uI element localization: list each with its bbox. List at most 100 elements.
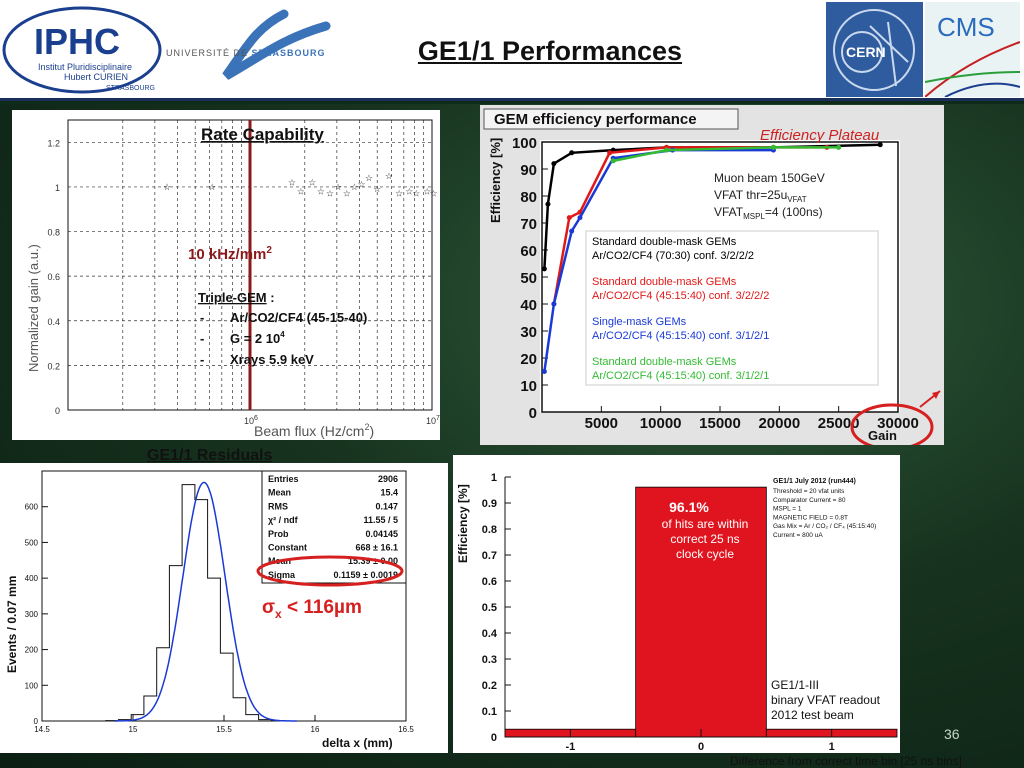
rate-data-point: ☆ <box>385 171 393 181</box>
timing-y-tick-label: 0.6 <box>482 576 497 588</box>
efficiency-y-tick-label: 100 <box>512 135 537 152</box>
efficiency-y-tick-label: 70 <box>520 216 537 233</box>
residuals-y-tick-label: 600 <box>25 503 39 512</box>
efficiency-data-point <box>610 158 616 164</box>
efficiency-data-point <box>569 228 575 234</box>
unistra-prefix: UNIVERSITÉ DE <box>166 48 252 58</box>
rate-data-point: ☆ <box>423 186 431 196</box>
timing-x-axis-label: Difference from correct time bin [25 ns … <box>730 754 962 768</box>
efficiency-x-axis-label: Gain <box>868 428 897 443</box>
stats-label: Sigma <box>268 570 296 580</box>
timing-highlight-line: correct 25 ns <box>670 532 739 546</box>
timing-y-tick-label: 0.9 <box>482 498 497 510</box>
beam-condition-line: VFATMSPL=4 (100ns) <box>714 205 823 221</box>
run-info-line: Threshold = 20 vfat units <box>773 488 845 495</box>
iphc-logo: IPHC Institut Pluridisciplinaire Hubert … <box>2 6 162 94</box>
rate-data-point: ☆ <box>297 186 305 196</box>
timing-y-tick-label: 1 <box>491 472 497 484</box>
timing-y-tick-label: 0.3 <box>482 654 497 666</box>
efficiency-data-point <box>551 301 557 307</box>
efficiency-data-point <box>836 144 842 150</box>
efficiency-legend-config: Ar/CO2/CF4 (70:30) conf. 3/2/2/2 <box>592 250 754 262</box>
cern-logo: CERN <box>826 2 923 97</box>
run-info-line: Current = 800 uA <box>773 532 823 539</box>
rate-data-point: ☆ <box>357 180 365 190</box>
efficiency-legend-config: Ar/CO2/CF4 (45:15:40) conf. 3/1/2/1 <box>592 330 769 342</box>
stats-value: 0.1159 ± 0.0019 <box>334 570 399 580</box>
efficiency-panel: GEM efficiency performance 0 10 20 30 40 50 60… <box>480 105 944 451</box>
rate-data-point: ☆ <box>326 189 334 199</box>
rate-data-point: ☆ <box>412 189 420 199</box>
efficiency-y-tick-label: 80 <box>520 189 537 206</box>
stats-label: Constant <box>268 543 307 553</box>
timing-highlight: 96.1% <box>669 499 709 515</box>
efficiency-data-point <box>607 150 613 156</box>
threshold-label: 10 kHz/mm2 <box>188 245 272 263</box>
rate-data-point: ☆ <box>208 182 216 192</box>
iphc-line1: Institut Pluridisciplinaire <box>38 62 132 72</box>
stats-label: RMS <box>268 501 288 511</box>
efficiency-legend-name: Standard double-mask GEMs <box>592 236 737 248</box>
efficiency-x-tick-label: 20000 <box>758 415 800 432</box>
efficiency-y-tick-label: 20 <box>520 351 537 368</box>
timing-highlight-line: of hits are within <box>662 517 749 531</box>
timing-y-axis-label: Efficiency [%] <box>456 484 470 563</box>
rate-data-point: ☆ <box>343 189 351 199</box>
slide-header: IPHC Institut Pluridisciplinaire Hubert … <box>0 0 1024 101</box>
efficiency-series-line <box>612 146 839 163</box>
stats-value: 11.55 / 5 <box>363 515 398 525</box>
residuals-y-tick-label: 300 <box>25 610 39 619</box>
slide-number: 36 <box>944 726 960 742</box>
rate-capability-panel: 0 0.2 0.4 0.6 0.8 1 1.2 106 107 ☆ ☆ ☆ ☆ ☆ ☆ ☆ ☆ ☆ ☆ ☆ ☆ ☆ ☆ ☆ ☆… <box>12 110 440 440</box>
efficiency-legend-name: Standard double-mask GEMs <box>592 276 737 288</box>
rate-data-point: ☆ <box>308 177 316 187</box>
run-title: GE1/1 July 2012 (run444) <box>773 478 856 485</box>
threshold-line <box>248 120 252 410</box>
residuals-y-tick-label: 0 <box>34 717 39 726</box>
timing-note-line: GE1/1-III <box>771 678 819 692</box>
residuals-x-tick-label: 16.5 <box>398 725 414 734</box>
iphc-line3: STRASBOURG <box>106 85 155 92</box>
efficiency-x-tick-label: 5000 <box>585 415 618 432</box>
efficiency-y-tick-label: 40 <box>520 297 537 314</box>
stats-value: 0.04145 <box>365 529 398 539</box>
timing-y-tick-label: 0.1 <box>482 706 497 718</box>
triple-gem-label: Triple-GEM : <box>198 290 275 305</box>
triple-gem-bullet-dash: - <box>200 331 204 346</box>
efficiency-data-point <box>551 161 557 167</box>
unistra-name: STRASBOURG <box>252 48 326 58</box>
triple-gem-bullet-dash: - <box>200 352 204 367</box>
run-info-line: Gas Mix = Ar / CO₂ / CF₄ (45:15:40) <box>773 523 876 530</box>
efficiency-data-point <box>664 147 670 153</box>
rate-x-tick-label: 107 <box>426 415 440 426</box>
efficiency-y-tick-label: 50 <box>520 270 537 287</box>
iphc-line2: Hubert CURIEN <box>64 72 128 82</box>
rate-data-point: ☆ <box>405 186 413 196</box>
run-info-line: Comparator Current = 80 <box>773 497 846 504</box>
efficiency-y-tick-label: 10 <box>520 378 537 395</box>
rate-y-axis-label: Normalized gain (a.u.) <box>26 244 41 372</box>
rate-data-point: ☆ <box>317 186 325 196</box>
rate-y-tick-label: 1 <box>55 183 60 193</box>
efficiency-y-tick-label: 0 <box>529 405 537 422</box>
timing-y-tick-label: 0.4 <box>482 628 498 640</box>
efficiency-chart: GEM efficiency performance 0 10 20 30 40 50 60… <box>483 108 941 451</box>
rate-capability-title: Rate Capability <box>201 125 324 144</box>
residuals-y-tick-label: 400 <box>25 574 39 583</box>
efficiency-legend-config: Ar/CO2/CF4 (45:15:40) conf. 3/2/2/2 <box>592 290 769 302</box>
stats-value: 15.4 <box>380 488 398 498</box>
timing-panel: 0 0.1 0.2 0.3 0.4 0.5 0.6 0.7 0.8 0.9 1 -1 0 1 96.1% … <box>453 455 900 753</box>
rate-y-tick-label: 0.8 <box>47 228 60 238</box>
rate-data-point: ☆ <box>163 182 171 192</box>
timing-chart: 00.10.20.30.40.50.60.70.80.91-1 0 1 96.1% … <box>456 472 898 753</box>
efficiency-data-point <box>770 144 776 150</box>
timing-y-tick-label: 0.7 <box>482 550 497 562</box>
timing-note-line: 2012 test beam <box>771 708 854 722</box>
efficiency-x-tick-label: 15000 <box>699 415 741 432</box>
residuals-title: GE1/1 Residuals <box>147 447 273 464</box>
rate-y-tick-label: 0.6 <box>47 272 60 282</box>
timing-y-tick-label: 0.8 <box>482 524 497 536</box>
efficiency-y-tick-label: 90 <box>520 162 537 179</box>
efficiency-data-point <box>541 369 547 374</box>
